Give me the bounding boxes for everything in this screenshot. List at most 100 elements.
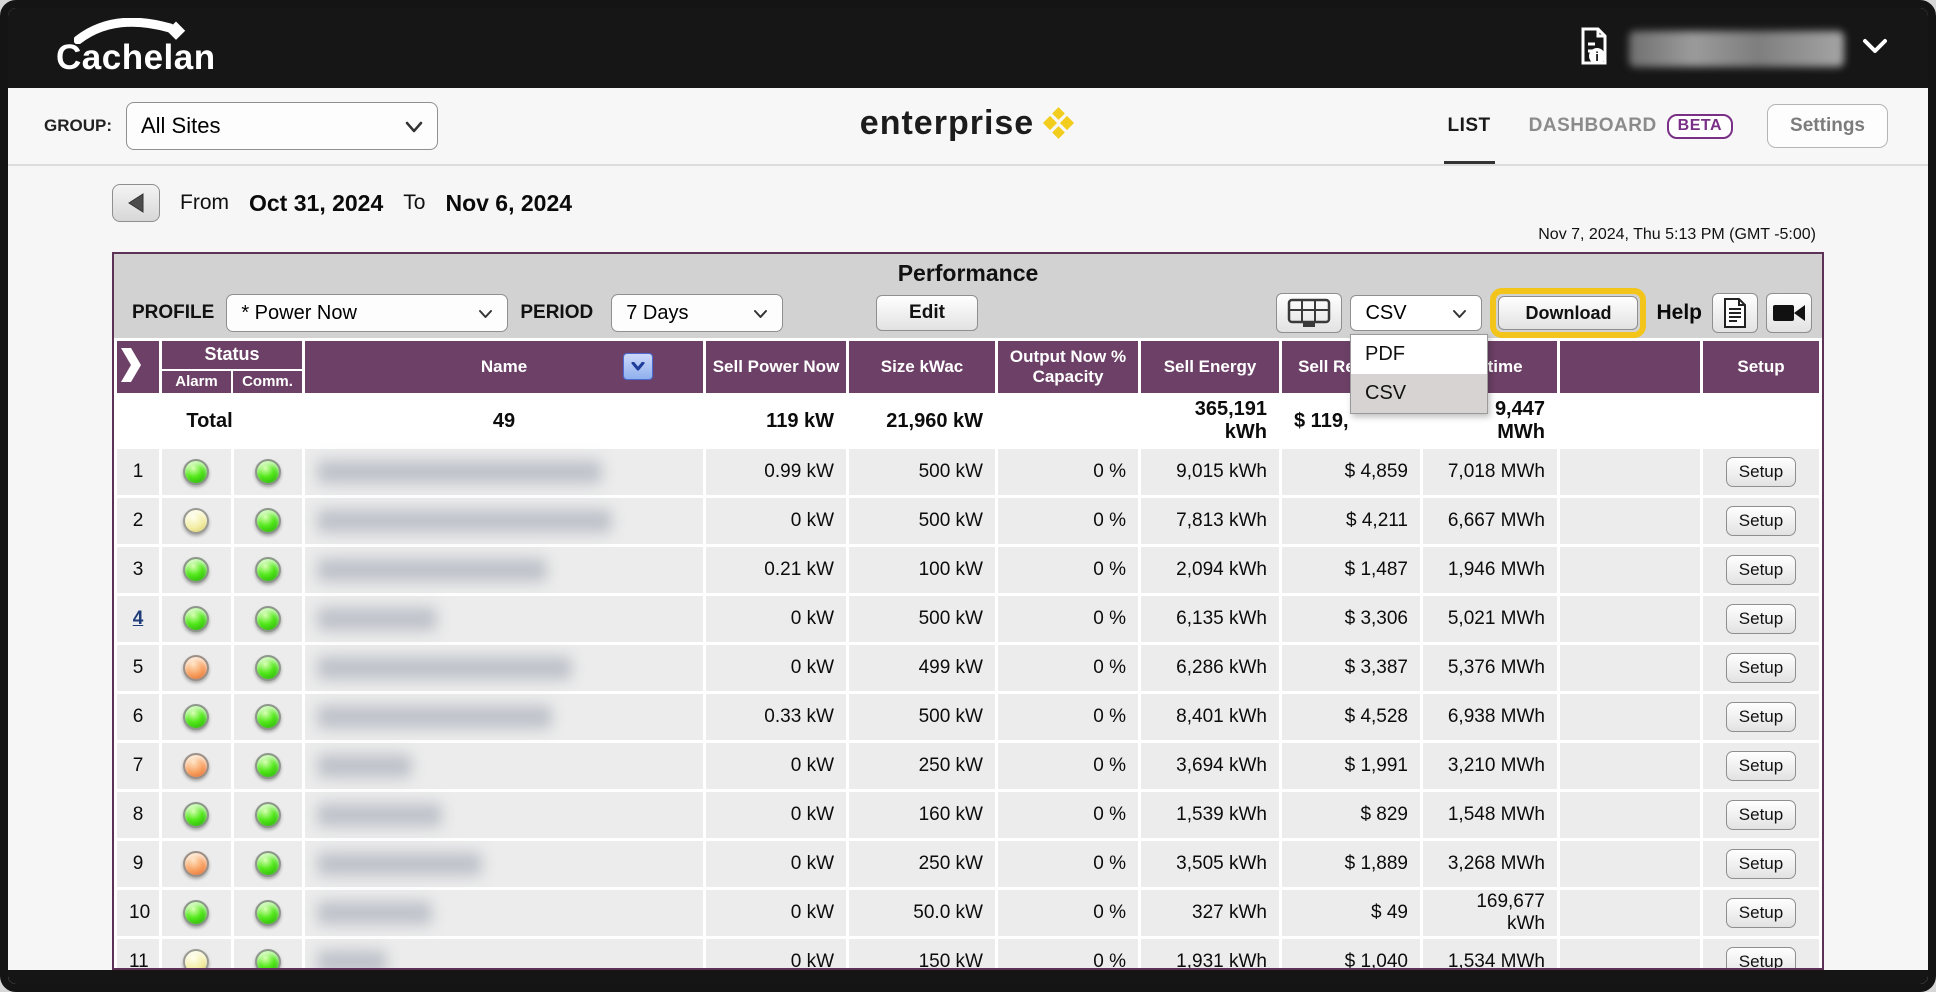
alarm-status-led-orange	[183, 753, 210, 779]
period-label: PERIOD	[520, 302, 594, 323]
format-menu-item-pdf[interactable]: PDF	[1365, 343, 1405, 365]
current-datetime: Nov 7, 2024, Thu 5:13 PM (GMT -5:00)	[1538, 226, 1816, 243]
site-name-blurred[interactable]	[305, 449, 703, 495]
comm-status-led-green	[254, 704, 281, 730]
table-row: 10 0 kW 50.0 kW 0 % 327 kWh $ 49 169,677 kWh Se…	[117, 890, 1819, 936]
alarm-status-cell	[162, 645, 231, 691]
site-name-blurred[interactable]	[305, 596, 703, 642]
setup-cell: Setup	[1703, 939, 1819, 968]
blank-cell	[1560, 645, 1700, 691]
setup-button[interactable]: Setup	[1725, 947, 1797, 968]
name-sort-button[interactable]	[623, 353, 653, 380]
comm-status-led-green	[254, 949, 281, 968]
setup-button[interactable]: Setup	[1725, 702, 1797, 732]
setup-button[interactable]: Setup	[1725, 849, 1797, 879]
setup-button[interactable]: Setup	[1725, 506, 1797, 536]
site-name-blurred[interactable]	[305, 645, 703, 691]
site-number: 8	[132, 804, 144, 825]
logo-swoosh-icon	[74, 18, 186, 44]
setup-button[interactable]: Setup	[1725, 555, 1797, 585]
row-number[interactable]: 4	[117, 596, 159, 642]
beta-badge: BETA	[1666, 113, 1734, 139]
help-video-button[interactable]	[1766, 293, 1812, 333]
sell-power-now: 0.21 kW	[706, 547, 846, 593]
expand-column-header[interactable]	[117, 341, 159, 393]
total-sell-energy: 365,191 kWh	[1141, 396, 1279, 446]
comm-status-led-green	[254, 459, 281, 485]
blank-cell	[1560, 939, 1700, 968]
setup-button[interactable]: Setup	[1725, 751, 1797, 781]
lifetime-energy: 6,667 MWh	[1423, 498, 1557, 544]
table-row: 7 0 kW 250 kW 0 % 3,694 kWh $ 1,991 3,210 MWh S…	[117, 743, 1819, 789]
size-kwac: 500 kW	[849, 694, 995, 740]
site-name-redacted	[317, 607, 437, 631]
document-info-icon[interactable]: i	[1577, 26, 1611, 71]
alarm-status-cell	[162, 449, 231, 495]
lifetime-energy: 3,210 MWh	[1423, 743, 1557, 789]
setup-cell: Setup	[1703, 792, 1819, 838]
output-now-capacity: 0 %	[998, 596, 1138, 642]
sell-revenue: $ 1,991	[1282, 743, 1420, 789]
row-number: 7	[117, 743, 159, 789]
size-kwac: 160 kW	[849, 792, 995, 838]
site-name-blurred[interactable]	[305, 498, 703, 544]
output-now-capacity: 0 %	[998, 645, 1138, 691]
sell-energy: 9,015 kWh	[1141, 449, 1279, 495]
blank-cell	[1560, 792, 1700, 838]
group-label: GROUP:	[44, 116, 112, 135]
comm-header-label: Comm.	[233, 370, 302, 393]
period-select[interactable]: 7 Days	[611, 294, 784, 332]
sell-revenue: $ 3,306	[1282, 596, 1420, 642]
profile-label: PROFILE	[132, 302, 215, 323]
site-name-blurred[interactable]	[305, 792, 703, 838]
site-name-blurred[interactable]	[305, 547, 703, 593]
help-document-button[interactable]	[1712, 293, 1758, 333]
to-date: Nov 6, 2024	[445, 189, 573, 216]
chevron-down-icon[interactable]	[1862, 38, 1888, 59]
site-name-blurred[interactable]	[305, 841, 703, 887]
setup-button[interactable]: Setup	[1725, 653, 1797, 683]
download-format-select[interactable]: CSV	[1350, 295, 1483, 331]
site-name-blurred[interactable]	[305, 890, 703, 936]
performance-table: Status Alarm Comm. Name	[114, 338, 1822, 968]
setup-button[interactable]: Setup	[1725, 604, 1797, 634]
site-name-blurred[interactable]	[305, 694, 703, 740]
total-size: 21,960 kW	[849, 396, 995, 446]
blank-cell	[1560, 498, 1700, 544]
site-number: 6	[132, 706, 144, 727]
setup-button[interactable]: Setup	[1725, 457, 1797, 487]
settings-button[interactable]: Settings	[1767, 104, 1888, 148]
setup-button[interactable]: Setup	[1725, 800, 1797, 830]
site-name-redacted	[317, 901, 432, 925]
tab-dashboard[interactable]: DASHBOARD BETA	[1529, 113, 1734, 139]
site-number-link[interactable]: 4	[132, 608, 144, 629]
alarm-status-cell	[162, 743, 231, 789]
sell-power-now: 0 kW	[706, 890, 846, 936]
site-name-blurred[interactable]	[305, 743, 703, 789]
setup-button[interactable]: Setup	[1725, 898, 1797, 928]
performance-table-body: 1 0.99 kW 500 kW 0 % 9,015 kWh $ 4,859 7,018 M…	[117, 449, 1819, 968]
profile-select[interactable]: * Power Now	[226, 294, 509, 332]
download-button[interactable]: Download	[1498, 296, 1639, 330]
sell-energy: 1,539 kWh	[1141, 792, 1279, 838]
date-range-bar: From Oct 31, 2024 To Nov 6, 2024	[112, 184, 572, 222]
user-account-name-blurred[interactable]	[1629, 30, 1844, 67]
alarm-status-led-green	[183, 459, 210, 485]
document-icon	[1724, 298, 1746, 328]
site-name-blurred[interactable]	[305, 939, 703, 968]
row-number: 1	[117, 449, 159, 495]
edit-button[interactable]: Edit	[876, 295, 978, 331]
size-kwac: 499 kW	[849, 645, 995, 691]
output-now-capacity: 0 %	[998, 498, 1138, 544]
previous-period-button[interactable]	[112, 184, 160, 222]
format-menu-item-csv[interactable]: CSV	[1351, 374, 1487, 413]
tab-list[interactable]: LIST	[1443, 89, 1495, 164]
download-highlight-ring: Download	[1490, 288, 1647, 338]
sell-energy: 3,505 kWh	[1141, 841, 1279, 887]
comm-status-led-green	[254, 900, 281, 926]
size-kwac: 100 kW	[849, 547, 995, 593]
site-name-redacted	[317, 950, 387, 968]
group-select[interactable]: All Sites	[126, 102, 438, 150]
table-row: 4 0 kW 500 kW 0 % 6,135 kWh $ 3,306 5,021 MWh S…	[117, 596, 1819, 642]
table-view-icon-button[interactable]	[1276, 293, 1343, 333]
